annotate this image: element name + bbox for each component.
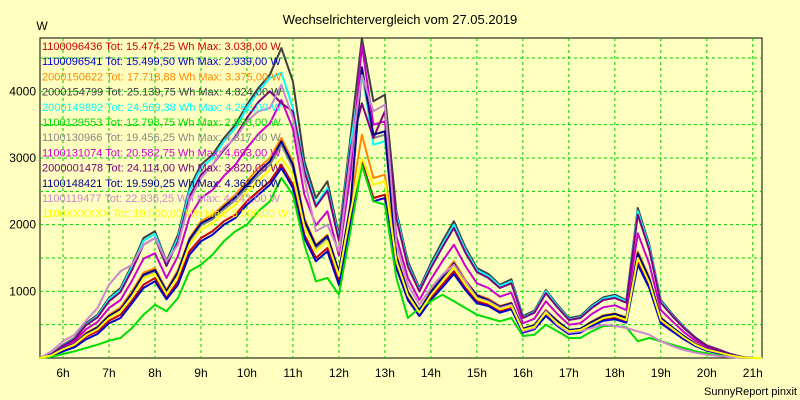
series-line — [39, 163, 762, 359]
x-tick-label: 17h — [559, 366, 579, 380]
series-line — [39, 44, 762, 359]
legend-entry: 2000149892 Tot: 24.569,38 Wh Max: 4.282,… — [42, 102, 282, 114]
y-tick-label: 3000 — [9, 151, 36, 165]
y-axis-unit: W — [36, 19, 48, 33]
legend-entry: 1100119477 Tot: 22.836,25 Wh Max: 4.243,… — [42, 193, 281, 205]
x-tick-label: 20h — [697, 366, 717, 380]
legend-entry: 2000001478 Tot: 24.114,00 Wh Max: 3.820,… — [42, 163, 281, 175]
legend-entry: 1100129553 Tot: 12.798,75 Wh Max: 2.893,… — [42, 117, 281, 129]
series-line — [39, 157, 762, 359]
legend-entry: 1100148421 Tot: 19.590,25 Wh Max: 4.362,… — [42, 178, 281, 190]
series-line — [39, 74, 762, 359]
x-tick-label: 6h — [56, 366, 69, 380]
x-tick-label: 21h — [743, 366, 763, 380]
x-tick-label: 19h — [651, 366, 671, 380]
x-tick-label: 13h — [375, 366, 395, 380]
y-tick-label: 4000 — [9, 84, 36, 98]
x-tick-label: 7h — [102, 366, 115, 380]
legend-entry: 1100096541 Tot: 15.499,50 Wh Max: 2.939,… — [42, 56, 281, 68]
legend-entry: 1100XXXXXX Tot: 19.000,00 Wh Max: 3.000,… — [42, 208, 289, 220]
series-line — [39, 90, 762, 359]
y-tick-label: 2000 — [9, 218, 36, 232]
series-line — [39, 164, 762, 359]
legend-entry: 1100096436 Tot: 15.474,25 Wh Max: 3.038,… — [42, 41, 281, 53]
x-tick-label: 15h — [467, 366, 487, 380]
y-tick-label: 1000 — [9, 284, 36, 298]
x-tick-label: 10h — [237, 366, 257, 380]
x-tick-label: 14h — [421, 366, 441, 380]
x-tick-label: 16h — [513, 366, 533, 380]
legend-entry: 2000150622 Tot: 17.718,88 Wh Max: 3.375,… — [42, 71, 282, 83]
plot-area: 6h 7h 8h 9h 10h 11h 12h 13h 14h 15h 16h 17h 18h 19h 20… — [9, 37, 763, 380]
x-tick-label: 9h — [194, 366, 207, 380]
series-line — [39, 66, 762, 359]
chart-title: Wechselrichtervergleich vom 27.05.2019 — [283, 12, 518, 27]
footer-credit: SunnyReport pinxit — [704, 386, 797, 398]
legend-entry: 1100131074 Tot: 20.582,75 Wh Max: 4.693,… — [42, 147, 281, 159]
x-tick-label: 11h — [283, 366, 302, 380]
legend-entry: 2000154799 Tot: 25.139,75 Wh Max: 4.824,… — [42, 87, 282, 99]
legend-entry: 1100130966 Tot: 19.456,25 Wh Max: 4.317,… — [42, 132, 281, 144]
x-tick-label: 18h — [605, 366, 625, 380]
x-tick-label: 8h — [148, 366, 161, 380]
x-tick-label: 12h — [329, 366, 349, 380]
